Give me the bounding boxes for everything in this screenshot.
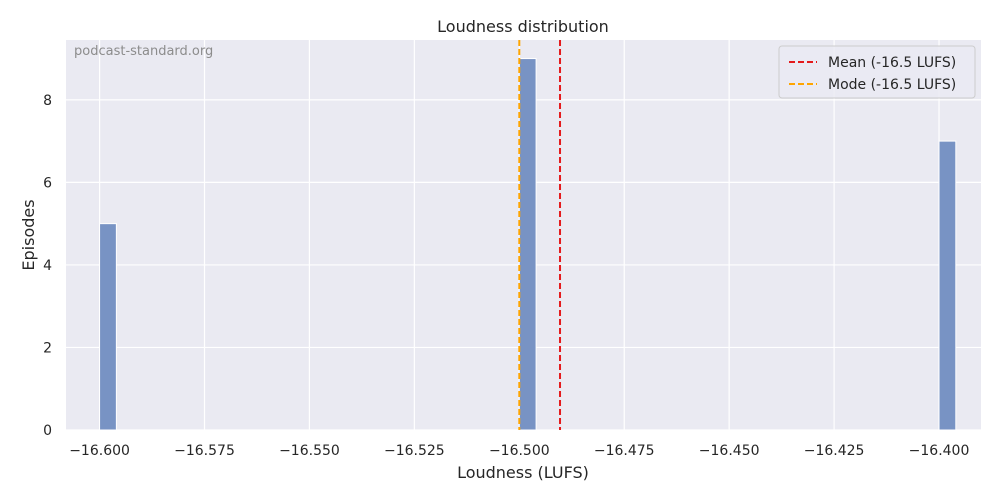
legend: Mean (-16.5 LUFS) Mode (-16.5 LUFS) <box>778 45 976 99</box>
histogram-bar <box>938 140 957 431</box>
legend-mode-label: Mode (-16.5 LUFS) <box>828 77 956 93</box>
legend-mean-label: Mean (-16.5 LUFS) <box>828 55 956 71</box>
x-axis-label: Loudness (LUFS) <box>457 463 589 482</box>
y-tick-label: 0 <box>43 423 52 439</box>
y-axis-label: Episodes <box>19 199 38 270</box>
x-tick-label: −16.575 <box>174 443 235 459</box>
x-tick-label: −16.525 <box>384 443 445 459</box>
y-tick-label: 4 <box>43 258 52 274</box>
x-tick-label: −16.600 <box>69 443 130 459</box>
y-tick-label: 2 <box>43 340 52 356</box>
watermark-text: podcast-standard.org <box>74 44 213 59</box>
histogram-bar <box>518 58 537 431</box>
x-tick-label: −16.475 <box>594 443 655 459</box>
x-tick-label: −16.425 <box>804 443 865 459</box>
y-axis-ticks: 0 2 4 6 8 <box>43 93 52 439</box>
x-tick-label: −16.450 <box>699 443 760 459</box>
x-tick-label: −16.500 <box>489 443 550 459</box>
chart-title: Loudness distribution <box>437 17 609 36</box>
x-tick-label: −16.550 <box>279 443 340 459</box>
reference-lines <box>518 40 562 430</box>
histogram-bar <box>99 223 117 431</box>
y-tick-label: 8 <box>43 93 52 109</box>
histogram-bars <box>99 58 957 431</box>
x-tick-label: −16.400 <box>909 443 970 459</box>
x-axis-ticks: −16.600 −16.575 −16.550 −16.525 −16.500 −16.4… <box>69 443 969 459</box>
legend-box <box>778 45 976 99</box>
y-tick-label: 6 <box>43 175 52 191</box>
